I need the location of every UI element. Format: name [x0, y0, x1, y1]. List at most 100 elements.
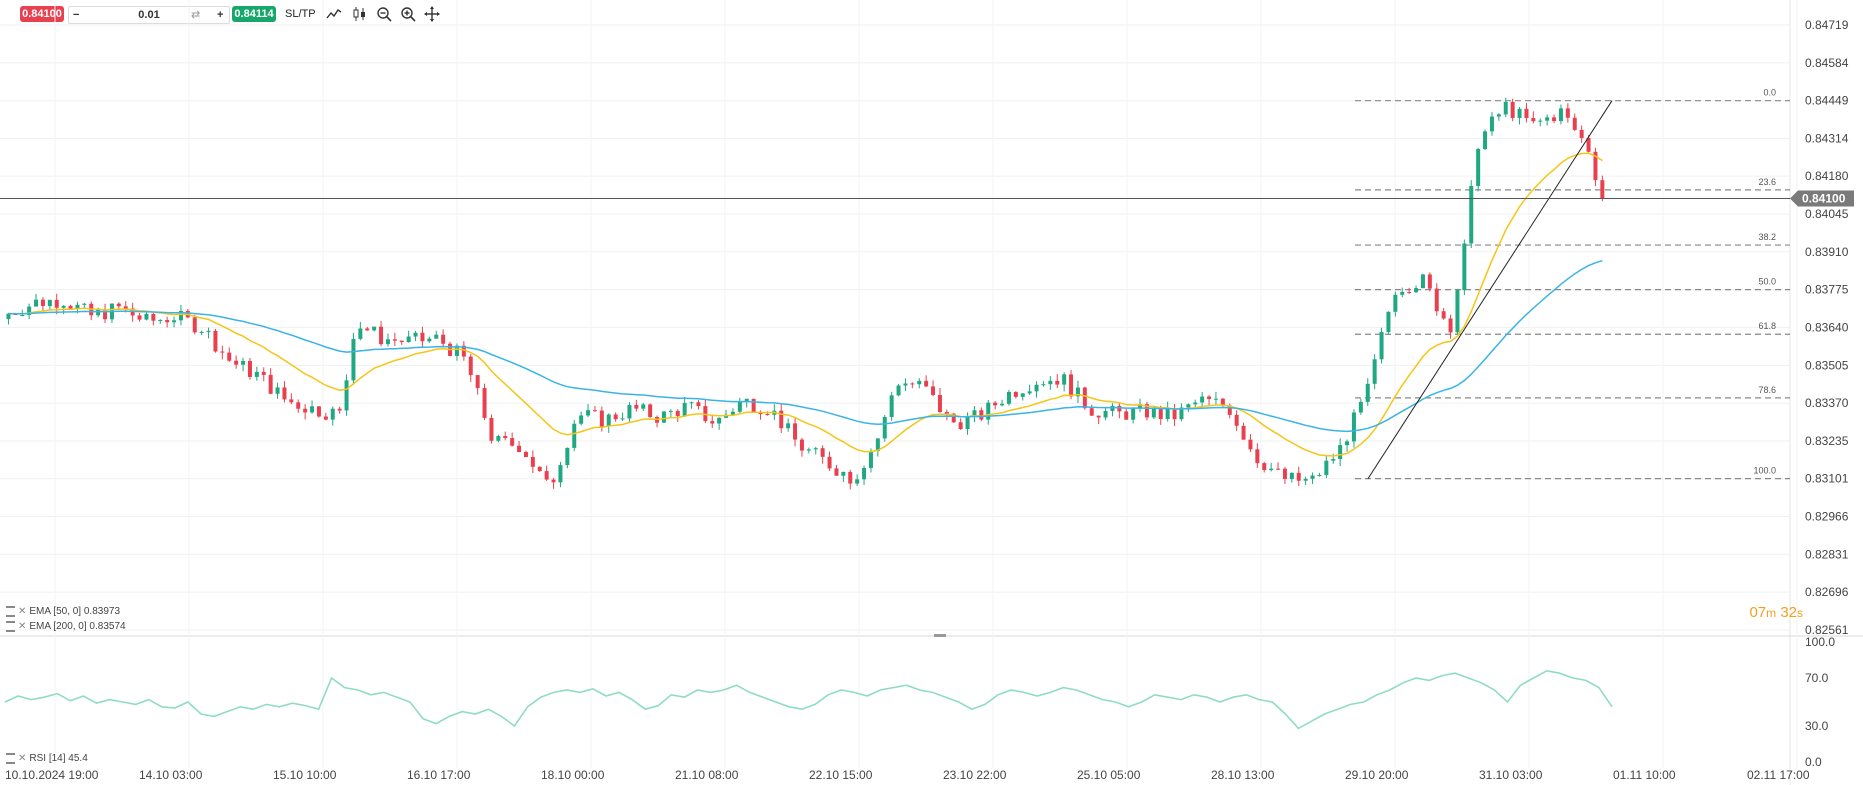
candle-body — [1255, 449, 1260, 464]
time-tick-label: 14.10 03:00 — [139, 768, 203, 782]
quantity-decrease-button[interactable]: − — [73, 9, 80, 21]
candle-body — [1220, 398, 1225, 406]
candle-body — [1227, 405, 1232, 415]
candle-body — [1110, 405, 1115, 411]
line-chart-icon[interactable] — [324, 4, 344, 24]
candle-body — [903, 383, 908, 386]
close-icon[interactable]: ✕ — [18, 753, 27, 765]
candle-body — [358, 328, 363, 339]
time-tick-label: 23.10 22:00 — [943, 768, 1007, 782]
candle-body — [116, 303, 121, 307]
settings-icon[interactable] — [6, 753, 15, 764]
candle-body — [648, 404, 653, 418]
sltp-button[interactable]: SL/TP — [285, 8, 316, 20]
candle-body — [461, 345, 466, 357]
candle-body — [489, 417, 494, 441]
candles-icon[interactable] — [350, 4, 370, 24]
time-axis[interactable]: 10.10.2024 19:00 14.10 03:00 15.10 10:00 16… — [5, 768, 1810, 782]
quantity-stepper: − 0.01 ⇄ + — [68, 6, 230, 24]
candle-body — [937, 394, 942, 413]
ema50-legend[interactable]: ✕ EMA [50, 0] 0.83973 — [6, 604, 126, 619]
crosshair-icon[interactable] — [422, 4, 442, 24]
candle-body — [931, 386, 936, 395]
price-tick-label: 0.83910 — [1805, 245, 1849, 259]
settings-icon[interactable] — [6, 605, 15, 617]
time-tick-label: 31.10 03:00 — [1479, 768, 1543, 782]
candle-body — [1365, 383, 1370, 402]
candle-body — [620, 418, 625, 420]
rsi-legend[interactable]: ✕ RSI [14] 45.4 — [6, 753, 88, 764]
candle-body — [1510, 101, 1515, 118]
zoom-in-icon[interactable] — [398, 4, 418, 24]
candle-body — [282, 387, 287, 400]
candle-body — [668, 410, 673, 412]
candle-body — [172, 320, 177, 323]
time-tick-label: 18.10 00:00 — [541, 768, 605, 782]
fib-level-label: 0.0 — [1763, 88, 1776, 98]
ema200-legend[interactable]: ✕ EMA [200, 0] 0.83574 — [6, 619, 126, 634]
candle-body — [1041, 384, 1046, 386]
candle-body — [27, 306, 32, 315]
candle-body — [779, 410, 784, 429]
close-icon[interactable]: ✕ — [18, 606, 27, 617]
close-icon[interactable]: ✕ — [18, 621, 27, 632]
candle-body — [1062, 374, 1067, 385]
candle-body — [972, 410, 977, 417]
price-tick-label: 0.82966 — [1805, 509, 1849, 523]
candle-body — [234, 360, 239, 365]
candle-body — [316, 406, 321, 417]
candle-body — [434, 334, 439, 339]
fib-level-label: 38.2 — [1758, 232, 1776, 242]
candle-body — [703, 406, 708, 422]
quantity-input[interactable]: 0.01 — [138, 9, 160, 21]
candle-body — [517, 445, 522, 453]
trendline-segment[interactable] — [1367, 100, 1613, 479]
candle-body — [344, 380, 349, 411]
candle-body — [841, 471, 846, 476]
candle-body — [862, 467, 867, 480]
price-tick-label: 0.83235 — [1805, 434, 1849, 448]
sell-price-button[interactable]: 0.84100 — [20, 6, 64, 22]
candle-body — [1338, 445, 1343, 460]
candle-body — [20, 314, 25, 316]
candle-body — [379, 326, 384, 345]
panel-resize-handle[interactable] — [934, 634, 946, 637]
candle-body — [544, 471, 549, 480]
candle-body — [1179, 407, 1184, 420]
quantity-increase-button[interactable]: + — [217, 9, 224, 21]
candle-body — [137, 315, 142, 320]
candle-body — [1276, 468, 1281, 470]
candle-body — [1096, 415, 1101, 418]
candle-body — [710, 421, 715, 424]
candle-body — [1289, 472, 1294, 480]
candle-body — [1124, 411, 1129, 420]
candle-body — [806, 449, 811, 451]
candle-body — [1082, 387, 1087, 409]
buy-price-button[interactable]: 0.84114 — [232, 6, 276, 22]
candle-body — [675, 410, 680, 417]
candle-body — [496, 436, 501, 441]
candle-body — [1586, 137, 1591, 152]
candle-body — [1172, 408, 1177, 420]
candle-body — [1427, 274, 1432, 289]
price-axis[interactable]: 0.84719 0.84584 0.84449 0.84314 0.84180 0.840… — [1805, 18, 1849, 637]
price-tick-label: 0.82696 — [1805, 585, 1849, 599]
zoom-out-icon[interactable] — [374, 4, 394, 24]
candle-body — [330, 408, 335, 420]
candle-body — [1138, 404, 1143, 409]
candle-body — [737, 401, 742, 412]
candle-body — [1282, 468, 1287, 480]
candle-body — [696, 402, 701, 407]
rsi-line — [4, 669, 1613, 730]
candle-body — [1296, 472, 1301, 481]
trendline[interactable] — [1367, 100, 1613, 479]
candle-body — [1503, 101, 1508, 115]
candle-body — [1103, 410, 1108, 418]
settings-icon[interactable] — [6, 620, 15, 632]
swap-icon[interactable]: ⇄ — [191, 9, 201, 21]
candle-body — [606, 414, 611, 427]
candle-body — [1158, 408, 1163, 420]
candle-body — [786, 423, 791, 429]
candle-body — [889, 395, 894, 417]
